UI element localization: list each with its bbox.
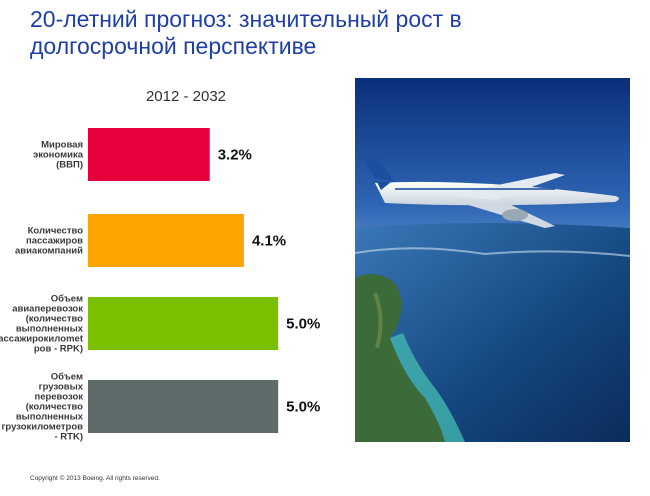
value-label-4: 5.0% — [286, 399, 320, 416]
category-label-2: Количество пассажиров авиакомпаний — [15, 226, 83, 257]
category-label-line: выполненных — [16, 412, 84, 423]
category-label-line: грузокилометров — [1, 422, 83, 433]
title-line-1: 20-летний прогноз: значительный рост в — [30, 6, 462, 32]
category-label-line: Объем — [51, 294, 83, 305]
value-label-2: 4.1% — [252, 233, 286, 250]
category-label-line: ров - RPK) — [34, 344, 83, 355]
category-label-line: - RTK) — [55, 432, 84, 443]
category-label-line: пассажиров — [26, 236, 83, 247]
category-label-line: авиакомпаний — [15, 246, 83, 257]
boeing-777-airplane-over-sea-photo — [355, 78, 630, 442]
category-label-4: Объем грузовых перевозок (количество выполне… — [1, 372, 83, 443]
title-line-2: долгосрочной перспективе — [30, 33, 317, 59]
category-label-line: авиаперевозок — [12, 304, 83, 315]
bar-2 — [88, 214, 244, 267]
category-label-line: (количество — [26, 402, 84, 413]
growth-bar-chart: 3.2%Мировая экономика (ВВП)4.1%Количество п… — [0, 128, 320, 443]
value-label-3: 5.0% — [286, 316, 320, 333]
category-label-line: (количество — [26, 314, 84, 325]
bar-1 — [88, 128, 210, 181]
category-label-line: экономика — [33, 150, 84, 161]
category-label-line: грузовых — [39, 382, 84, 393]
category-label-1: Мировая экономика (ВВП) — [33, 140, 84, 171]
category-label-line: пассажирокилomet — [0, 334, 84, 345]
page-title: 20-летний прогноз: значительный рост в д… — [30, 6, 470, 60]
category-label-line: (ВВП) — [56, 160, 83, 171]
copyright-notice: Copyright © 2013 Boeing. All rights rese… — [30, 475, 160, 482]
category-label-3: Объем авиаперевозок (количество выполненных… — [0, 294, 84, 355]
airplane-photo — [355, 78, 630, 442]
category-label-line: Объем — [51, 372, 83, 383]
chart-subtitle: 2012 - 2032 — [145, 88, 227, 105]
category-label-line: Количество — [28, 226, 84, 237]
bar-3 — [88, 297, 279, 350]
value-label-1: 3.2% — [218, 147, 252, 164]
category-label-line: перевозок — [34, 392, 83, 403]
category-label-line: Мировая — [41, 140, 83, 151]
bar-4 — [88, 380, 279, 433]
category-label-line: выполненных — [16, 324, 84, 335]
